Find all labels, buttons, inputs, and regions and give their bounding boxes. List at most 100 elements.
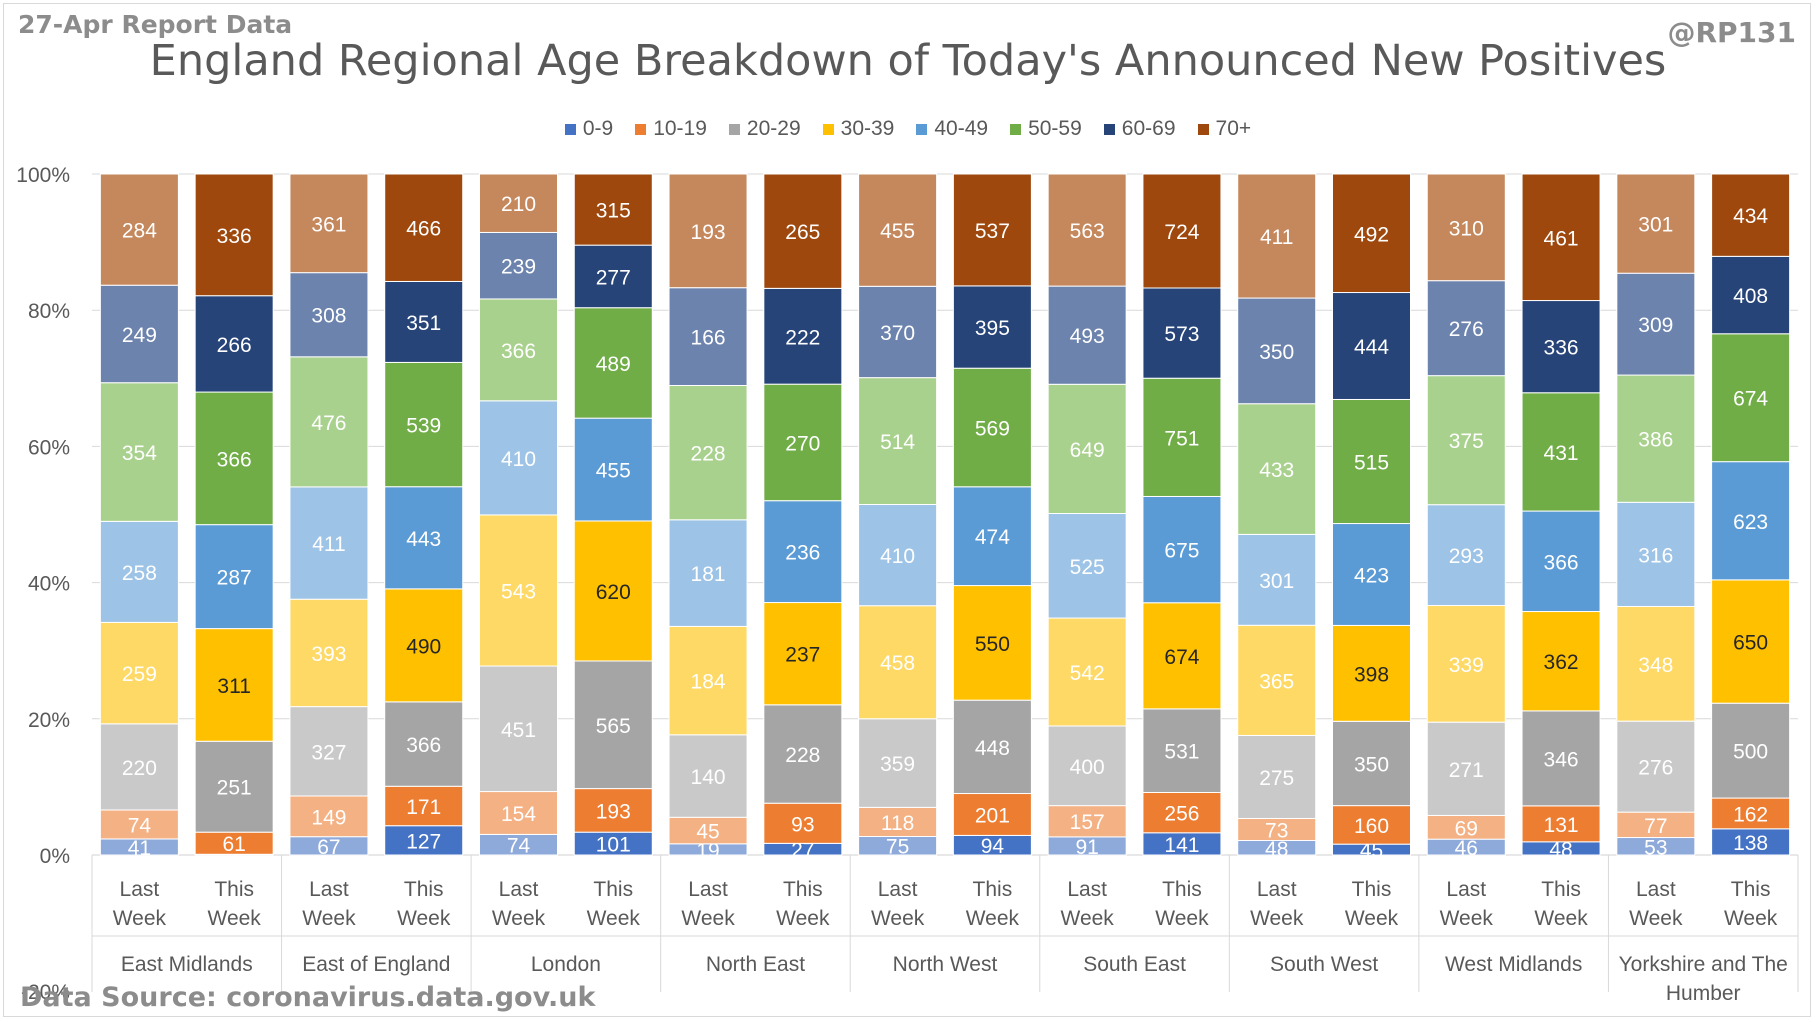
bar-east-of-england-this-week-segment-10-19 (384, 785, 464, 827)
x-region-label: West Midlands (1445, 953, 1582, 976)
data-label: 490 (406, 635, 441, 658)
data-label: 94 (981, 835, 1005, 858)
data-label: 563 (1070, 220, 1105, 243)
legend-item-50-59: 50-59 (1010, 117, 1082, 141)
bar-east-midlands-this-week-segment-20-29 (194, 740, 274, 833)
data-label: 408 (1733, 285, 1768, 308)
legend-swatch-70 (1197, 123, 1209, 135)
x-region-label: East of England (302, 953, 450, 976)
data-label: 61 (222, 833, 245, 856)
legend-item-70: 70+ (1197, 117, 1252, 141)
y-tick-label: 20% (28, 709, 70, 732)
bar-yorkshire-and-the-humber-last-week-segment-30-39 (1616, 605, 1696, 722)
data-label: 539 (406, 415, 441, 438)
report-date-label: 27-Apr Report Data (18, 10, 293, 39)
data-label: 154 (501, 803, 536, 826)
data-label: 386 (1638, 429, 1673, 452)
data-label: 393 (311, 643, 346, 666)
legend-item-0-9: 0-9 (564, 117, 613, 141)
data-label: 287 (217, 567, 252, 590)
data-label: 489 (596, 353, 631, 376)
data-label: 493 (1070, 325, 1105, 348)
x-period-label: Week (397, 907, 451, 930)
x-period-label: Week (587, 907, 641, 930)
data-label: 276 (1638, 757, 1673, 780)
data-label: 455 (596, 460, 631, 483)
bar-south-west-this-week-segment-20-29 (1332, 720, 1411, 807)
data-label: 284 (122, 220, 157, 243)
x-period-label: Last (688, 878, 728, 901)
x-period-label: This (973, 878, 1013, 901)
data-label: 316 (1638, 544, 1673, 567)
data-label: 543 (501, 580, 536, 603)
data-label: 118 (881, 812, 914, 835)
bar-north-west-this-week-segment-30-39 (952, 585, 1032, 701)
bar-yorkshire-and-the-humber-last-week-segment-20-29 (1616, 720, 1696, 813)
x-period-label: This (783, 878, 823, 901)
x-period-label: Week (302, 907, 356, 930)
bar-east-midlands-this-week-segment-30-39 (194, 628, 274, 742)
data-label: 550 (975, 633, 1010, 656)
data-label: 77 (1644, 815, 1667, 838)
x-period-label: Last (878, 878, 918, 901)
x-period-label: This (1162, 878, 1202, 901)
data-label: 48 (1265, 838, 1288, 861)
x-period-label: This (404, 878, 444, 901)
data-label: 398 (1354, 663, 1389, 686)
data-label: 275 (1259, 767, 1294, 790)
bar-north-east-last-week-segment-20-29 (668, 734, 748, 818)
bar-london-last-week-segment-20-29 (479, 665, 558, 793)
data-label: 514 (880, 431, 915, 454)
x-period-label: This (214, 878, 254, 901)
bar-east-midlands-last-week-segment-70 (99, 173, 179, 286)
data-label: 141 (1164, 834, 1199, 857)
bar-london-last-week-segment-50-59 (479, 298, 558, 402)
bar-north-west-this-week-segment-60-69 (952, 285, 1032, 369)
x-period-label: Week (113, 907, 167, 930)
x-period-label: Week (681, 907, 735, 930)
legend-label-70: 70+ (1215, 117, 1252, 140)
data-label: 149 (311, 806, 346, 829)
data-label: 53 (1644, 836, 1667, 859)
data-label: 67 (317, 836, 340, 859)
data-label: 201 (975, 804, 1010, 827)
bar-south-west-this-week-segment-60-69 (1332, 292, 1411, 400)
bar-yorkshire-and-the-humber-last-week-segment-50-59 (1616, 374, 1696, 503)
bar-west-midlands-last-week-segment-60-69 (1426, 280, 1506, 377)
bar-east-midlands-last-week-segment-40-49 (99, 520, 179, 623)
legend-item-30-39: 30-39 (822, 117, 895, 141)
bar-south-east-last-week-segment-50-59 (1047, 383, 1127, 515)
data-label: 362 (1544, 651, 1579, 674)
data-label: 75 (886, 836, 909, 859)
data-label: 41 (128, 837, 151, 860)
data-label: 266 (217, 334, 252, 357)
data-label: 210 (501, 193, 536, 216)
data-label: 361 (311, 213, 346, 236)
legend-swatch-40-49 (916, 123, 928, 135)
bar-north-west-this-week-segment-10-19 (952, 793, 1032, 836)
data-label: 474 (975, 526, 1010, 549)
data-label: 515 (1354, 452, 1389, 475)
legend-label-60-69: 60-69 (1121, 117, 1176, 140)
bar-yorkshire-and-the-humber-this-week-segment-10-19 (1711, 797, 1791, 830)
data-label: 271 (1449, 759, 1484, 782)
bar-east-midlands-this-week-segment-50-59 (194, 391, 274, 526)
x-period-label: Last (309, 878, 349, 901)
bar-north-west-this-week-segment-70 (952, 173, 1032, 287)
data-label: 228 (691, 443, 726, 466)
data-label: 181 (691, 563, 726, 586)
legend-label-30-39: 30-39 (840, 117, 895, 140)
bar-east-of-england-last-week-segment-20-29 (289, 706, 369, 797)
data-label: 184 (691, 671, 726, 694)
bar-north-west-this-week-segment-20-29 (952, 699, 1032, 795)
data-label: 74 (507, 835, 531, 858)
data-label: 650 (1733, 632, 1768, 655)
bar-south-west-last-week-segment-60-69 (1237, 297, 1317, 405)
data-label: 492 (1354, 223, 1389, 246)
x-period-label: Week (1250, 907, 1304, 930)
data-label: 751 (1164, 427, 1199, 450)
data-label: 455 (880, 220, 915, 243)
data-label: 237 (785, 644, 820, 667)
bar-east-of-england-this-week-segment-60-69 (384, 280, 464, 363)
